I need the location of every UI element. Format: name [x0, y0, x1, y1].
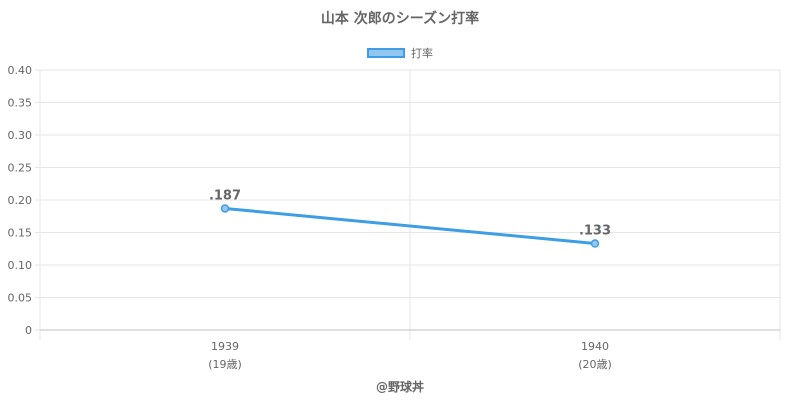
data-label: .133 — [579, 224, 611, 239]
x-tick-sublabel: (19歳) — [208, 358, 242, 371]
y-tick-label: 0.10 — [8, 259, 33, 272]
y-tick-label: 0.40 — [8, 64, 33, 77]
data-point — [220, 204, 230, 213]
x-tick-label: 1939 — [211, 340, 239, 353]
data-label: .187 — [209, 188, 241, 203]
data-point — [590, 239, 600, 248]
y-tick-label: 0.20 — [8, 194, 33, 207]
y-tick-label: 0.15 — [8, 227, 33, 240]
y-tick-label: 0.05 — [8, 292, 33, 305]
x-tick-sublabel: (20歳) — [578, 358, 612, 371]
y-tick-label: 0.25 — [8, 162, 33, 175]
credit: @野球丼 — [375, 380, 424, 394]
legend[interactable]: 打率 — [0, 45, 800, 61]
label-layer: 0 0.05 0.10 0.15 0.20 0.25 0.30 0.35 0.40 1939 (19… — [8, 64, 612, 371]
y-tick-label: 0.35 — [8, 97, 33, 110]
x-tick-label: 1940 — [581, 340, 609, 353]
chart-title: 山本 次郎のシーズン打率 — [320, 11, 480, 27]
y-tick-label: 0 — [25, 324, 32, 337]
legend-label: 打率 — [411, 47, 433, 60]
series-layer — [220, 204, 600, 248]
series-line — [223, 206, 597, 246]
grid-layer — [35, 69, 781, 340]
legend-swatch — [367, 48, 405, 58]
y-tick-label: 0.30 — [8, 129, 33, 142]
